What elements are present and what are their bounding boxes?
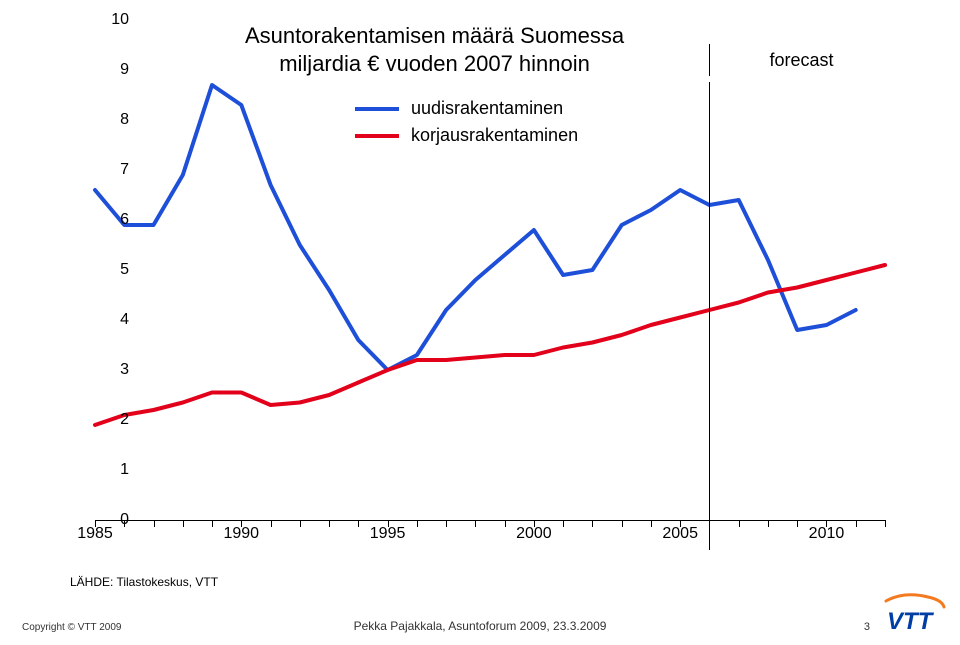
- footer-center: Pekka Pajakkala, Asuntoforum 2009, 23.3.…: [354, 619, 607, 633]
- x-tick-label: 1990: [223, 525, 259, 543]
- y-tick-label: 3: [99, 361, 129, 379]
- chart-svg: [95, 20, 885, 520]
- y-tick-label: 4: [99, 311, 129, 329]
- y-tick-label: 7: [99, 161, 129, 179]
- y-tick-label: 5: [99, 261, 129, 279]
- series-line: [95, 85, 856, 370]
- x-tick-label: 1995: [370, 525, 406, 543]
- x-tick-mark: [592, 520, 593, 527]
- y-tick-label: 2: [99, 411, 129, 429]
- x-tick-label: 2005: [662, 525, 698, 543]
- y-tick-label: 6: [99, 211, 129, 229]
- x-tick-mark: [505, 520, 506, 527]
- x-tick-mark: [563, 520, 564, 527]
- series-line: [95, 265, 885, 425]
- x-tick-mark: [475, 520, 476, 527]
- x-tick-mark: [885, 520, 886, 527]
- source-note: LÄHDE: Tilastokeskus, VTT: [70, 575, 218, 589]
- x-tick-mark: [154, 520, 155, 527]
- x-tick-mark: [183, 520, 184, 527]
- slide: Asuntorakentamisen määrä Suomessa miljar…: [0, 0, 960, 645]
- x-tick-mark: [329, 520, 330, 527]
- x-tick-mark: [856, 520, 857, 527]
- x-tick-label: 2010: [809, 525, 845, 543]
- plot-area: [95, 20, 885, 521]
- x-tick-mark: [768, 520, 769, 527]
- forecast-divider: [709, 44, 710, 76]
- x-tick-mark: [300, 520, 301, 527]
- y-tick-label: 9: [99, 61, 129, 79]
- x-tick-mark: [124, 520, 125, 527]
- chart-area: Asuntorakentamisen määrä Suomessa miljar…: [55, 20, 885, 560]
- x-tick-mark: [797, 520, 798, 527]
- x-tick-mark: [212, 520, 213, 527]
- x-tick-mark: [417, 520, 418, 527]
- forecast-divider: [709, 82, 710, 550]
- x-tick-mark: [622, 520, 623, 527]
- x-tick-mark: [739, 520, 740, 527]
- x-tick-label: 2000: [516, 525, 552, 543]
- y-tick-label: 1: [99, 461, 129, 479]
- page-number: 3: [864, 621, 870, 633]
- y-tick-label: 8: [99, 111, 129, 129]
- x-tick-mark: [358, 520, 359, 527]
- x-tick-mark: [446, 520, 447, 527]
- x-tick-mark: [651, 520, 652, 527]
- y-tick-label: 10: [99, 11, 129, 29]
- x-tick-mark: [271, 520, 272, 527]
- vtt-logo-icon: VTT: [884, 595, 946, 637]
- svg-text:VTT: VTT: [887, 608, 935, 635]
- copyright: Copyright © VTT 2009: [22, 622, 121, 633]
- x-tick-label: 1985: [77, 525, 113, 543]
- footer: Copyright © VTT 2009 Pekka Pajakkala, As…: [0, 609, 960, 645]
